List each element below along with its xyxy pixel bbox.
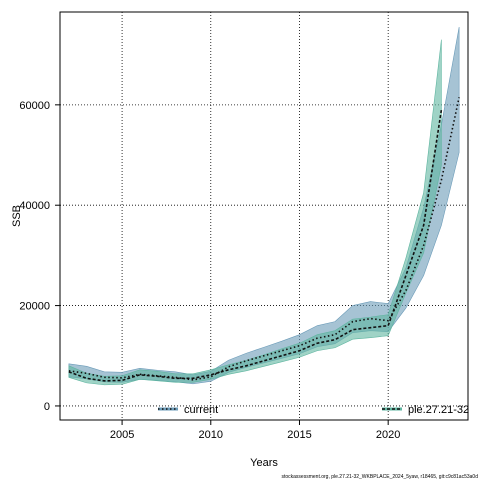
y-tick-label: 60000: [19, 100, 50, 112]
y-tick-label: 20000: [19, 301, 50, 313]
x-axis-title: Years: [250, 457, 278, 469]
legend: current ple.27.21-32: [158, 404, 469, 416]
legend-label: current: [184, 404, 218, 416]
axis-ticks: 2005 2010 2015 2020 0 20000 40000 60000: [19, 100, 400, 441]
series-lines: [68, 97, 460, 382]
x-tick-label: 2010: [199, 429, 223, 441]
y-tick-label: 40000: [19, 200, 50, 212]
x-tick-label: 2020: [376, 429, 400, 441]
confidence-bands: [68, 27, 460, 386]
plot-frame: [59, 11, 469, 421]
x-tick-label: 2015: [287, 429, 311, 441]
legend-label: ple.27.21-32: [408, 404, 469, 416]
y-tick-label: 0: [44, 401, 50, 413]
series-line-0: [68, 97, 460, 381]
x-tick-label: 2005: [110, 429, 134, 441]
caption: stockassessment.org, ple.27.21-32_WKBPLA…: [281, 474, 478, 480]
y-axis-title: SSB: [11, 205, 23, 227]
series-line-1: [68, 109, 443, 382]
confidence-band-1: [68, 39, 442, 386]
